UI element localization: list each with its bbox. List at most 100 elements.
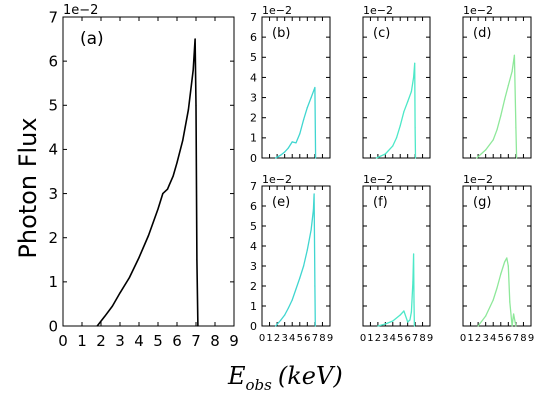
panel-e-xtick-label: 7 — [312, 333, 318, 344]
panel-d: 1e−2 (d) — [462, 4, 532, 159]
panel-g-xtick-label: 1 — [467, 333, 473, 344]
panel-a-data-point — [162, 193, 164, 195]
panel-e-xtick-label: 8 — [319, 333, 325, 344]
panel-a-data-point — [157, 208, 159, 210]
panel-f-xtick-label: 1 — [367, 333, 373, 344]
panel-a-xtick-label: 6 — [172, 332, 182, 350]
panel-a-multiplier: 1e−2 — [63, 3, 98, 18]
panel-f-frame — [362, 185, 431, 327]
panel-f: 0 1 2 3 4 5 6 7 8 9 1e−2 (f) — [360, 173, 433, 344]
panel-a-data-point — [168, 184, 170, 186]
panel-a-label: (a) — [80, 29, 104, 49]
panel-a-data-point — [119, 292, 121, 294]
panel-g-data-point — [492, 299, 494, 301]
panel-f-data-point — [377, 325, 379, 327]
panel-f-data-point — [384, 323, 386, 325]
panel-g-data-point — [511, 325, 513, 327]
panel-a-series-line — [96, 38, 199, 327]
panel-a-data-point — [104, 315, 106, 317]
x-axis-label-sub: obs — [246, 376, 273, 394]
panel-d-data-point — [511, 70, 513, 72]
panel-e-xtick-label: 6 — [304, 333, 310, 344]
panel-a-ytick-label: 5 — [48, 97, 58, 115]
panel-a-xtick-label: 0 — [58, 332, 68, 350]
panel-g-multiplier: 1e−2 — [463, 173, 493, 186]
panel-e-ytick-label: 4 — [250, 240, 257, 253]
panel-a-xtick-label: 4 — [134, 332, 144, 350]
panel-e-xtick-label: 2 — [274, 333, 280, 344]
y-axis-label: Photon Flux — [14, 117, 42, 258]
panel-a-data-point — [138, 257, 140, 259]
panel-g-xtick-label: 9 — [528, 333, 534, 344]
panel-g-xtick-label: 4 — [490, 333, 496, 344]
panel-c-data-point — [395, 137, 398, 139]
panel-e-xtick-label: 5 — [297, 333, 303, 344]
panel-a-ytick-label: 3 — [48, 185, 58, 203]
panel-f-xtick-label: 5 — [397, 333, 403, 344]
panel-e-data-point — [284, 314, 286, 316]
x-axis-label: Eobs (keV) — [227, 362, 343, 394]
panel-f-xtick-label: 8 — [419, 333, 425, 344]
panel-f-xtick-label: 0 — [360, 333, 366, 344]
panel-d-data-point — [515, 127, 517, 129]
panel-e-data-point — [291, 299, 293, 301]
panel-b-data-point — [275, 157, 277, 159]
panel-e-ytick-label: 1 — [250, 300, 257, 313]
panel-d-data-point — [504, 99, 506, 101]
panel-c-data-point — [414, 62, 416, 64]
panel-a-data-point — [195, 104, 197, 106]
panel-f-label: (f) — [373, 195, 388, 210]
panel-e-xtick-label: 4 — [289, 333, 295, 344]
panel-c-data-point — [403, 111, 405, 113]
panel-g-data-point — [507, 265, 509, 267]
panel-c: 1e−2 (c) — [362, 4, 431, 159]
panel-g-data-point — [500, 273, 502, 275]
panel-g-data-point — [513, 313, 515, 315]
panel-a-data-point — [182, 140, 184, 142]
panel-a-data-point — [172, 175, 174, 177]
panel-c-data-point — [399, 125, 401, 127]
panel-c-data-point — [413, 76, 415, 78]
panel-f-data-point — [403, 310, 405, 312]
panel-a-xtick-label: 8 — [210, 332, 220, 350]
panel-c-data-point — [410, 90, 412, 93]
panel-d-label: (d) — [473, 26, 491, 41]
panel-e-xtick-label: 3 — [281, 333, 287, 344]
panel-d-data-point — [507, 84, 509, 87]
panel-g-data-point — [485, 315, 487, 317]
panel-b-data-point — [303, 119, 305, 121]
panel-a-ytick-label: 1 — [48, 273, 58, 291]
panel-a-xtick-label: 5 — [153, 332, 163, 350]
panel-a-ytick-label: 0 — [48, 317, 58, 335]
panel-d-data-point — [496, 129, 498, 131]
panel-d-multiplier: 1e−2 — [463, 4, 493, 17]
panel-b-series-line — [275, 86, 317, 159]
panel-b-ytick-label: 2 — [250, 112, 257, 125]
panel-e-xtick-label: 0 — [259, 333, 265, 344]
panel-b-ytick-label: 4 — [250, 71, 257, 84]
panel-a-xtick-label: 9 — [229, 332, 239, 350]
panel-e-data-point — [287, 307, 289, 309]
panel-e-ytick-label: 0 — [250, 320, 257, 333]
panel-b-frame — [261, 16, 331, 159]
panel-g-data-point — [509, 301, 511, 303]
panel-g-data-point — [514, 321, 516, 323]
panel-b: 0 1 2 3 4 5 6 7 1e−2 (b) — [250, 4, 331, 165]
panel-a-ytick-label: 4 — [48, 141, 58, 159]
panel-a-data-point — [194, 38, 196, 40]
panel-g-data-point — [496, 287, 498, 289]
panel-e-data-point — [310, 229, 312, 231]
panel-f-xtick-label: 7 — [412, 333, 418, 344]
x-axis-label-unit: (keV) — [278, 362, 343, 390]
panel-b-data-point — [280, 154, 282, 156]
panel-c-data-point — [407, 101, 409, 103]
panel-b-label: (b) — [272, 26, 290, 41]
panel-a-data-point — [96, 325, 98, 327]
panel-g-label: (g) — [473, 195, 491, 210]
panel-b-ytick-label: 1 — [250, 132, 257, 145]
panel-d-data-point — [476, 157, 478, 159]
panel-c-data-point — [414, 127, 416, 129]
panel-b-data-point — [315, 157, 317, 159]
panel-d-data-point — [492, 139, 494, 141]
